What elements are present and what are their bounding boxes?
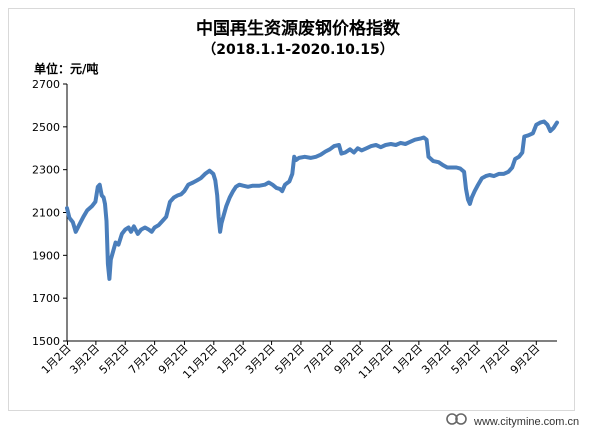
y-tick-label: 2100 — [32, 207, 60, 220]
y-tick-label: 2700 — [32, 78, 60, 91]
citymine-logo-icon — [446, 413, 470, 429]
x-tick-label: 3月2日 — [243, 342, 278, 377]
watermark: www.citymine.com.cn — [446, 413, 579, 431]
x-tick-label: 7月2日 — [126, 342, 161, 377]
y-tick-label: 2500 — [32, 121, 60, 134]
y-tick-label: 1700 — [32, 292, 60, 305]
y-axis-unit-label: 单位：元/吨 — [34, 62, 99, 76]
x-tick-label: 9月2日 — [508, 342, 543, 377]
series-line — [65, 119, 559, 281]
x-tick-label: 3月2日 — [67, 342, 102, 377]
x-tick-label: 1月2日 — [215, 342, 250, 377]
chart-frame — [8, 8, 575, 411]
chart-subtitle: （2018.1.1-2020.10.15） — [202, 42, 394, 58]
x-tick-label: 7月2日 — [302, 342, 337, 377]
x-tick-label: 5月2日 — [97, 342, 132, 377]
x-tick-label: 5月2日 — [449, 342, 484, 377]
y-tick-label: 1900 — [32, 249, 60, 262]
y-tick-label: 1500 — [32, 335, 60, 348]
x-tick-label: 7月2日 — [478, 342, 513, 377]
watermark-text: www.citymine.com.cn — [474, 416, 580, 428]
x-tick-label: 1月2日 — [390, 342, 425, 377]
x-tick-label: 3月2日 — [419, 342, 454, 377]
y-tick-label: 2300 — [32, 164, 60, 177]
chart-title: 中国再生资源废钢价格指数 — [196, 19, 400, 39]
x-tick-label: 5月2日 — [272, 342, 307, 377]
